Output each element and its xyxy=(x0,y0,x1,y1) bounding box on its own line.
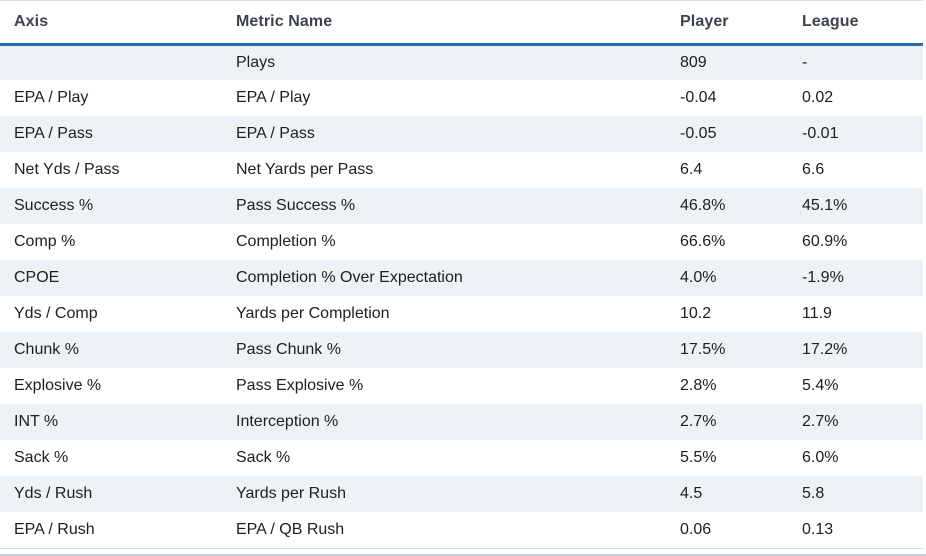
column-header-metric: Metric Name xyxy=(222,1,666,46)
cell-player: 809 xyxy=(666,44,788,80)
table-row: Chunk % Pass Chunk % 17.5% 17.2% xyxy=(0,332,923,368)
table-row: Yds / Comp Yards per Completion 10.2 11.… xyxy=(0,296,923,332)
cell-player: 46.8% xyxy=(666,188,788,224)
cell-axis: INT % xyxy=(0,404,222,440)
cell-league: 2.7% xyxy=(788,404,923,440)
cell-league: 11.9 xyxy=(788,296,923,332)
cell-axis: Chunk % xyxy=(0,332,222,368)
cell-league: - xyxy=(788,44,923,80)
cell-metric: EPA / QB Rush xyxy=(222,512,666,548)
page-bottom-edge-divider xyxy=(0,554,926,556)
cell-metric: Yards per Rush xyxy=(222,476,666,512)
cell-axis: Explosive % xyxy=(0,368,222,404)
table-header: Axis Metric Name Player League xyxy=(0,1,923,46)
cell-league: 45.1% xyxy=(788,188,923,224)
table-row: EPA / Play EPA / Play -0.04 0.02 xyxy=(0,80,923,116)
cell-player: 17.5% xyxy=(666,332,788,368)
cell-axis: Success % xyxy=(0,188,222,224)
cell-axis: EPA / Play xyxy=(0,80,222,116)
cell-player: -0.05 xyxy=(666,116,788,152)
cell-league: 6.0% xyxy=(788,440,923,476)
column-header-player: Player xyxy=(666,1,788,46)
cell-league: 0.13 xyxy=(788,512,923,548)
table-row: Sack % Sack % 5.5% 6.0% xyxy=(0,440,923,476)
cell-axis: CPOE xyxy=(0,260,222,296)
table-row: INT % Interception % 2.7% 2.7% xyxy=(0,404,923,440)
cell-player: 0.06 xyxy=(666,512,788,548)
cell-league: 6.6 xyxy=(788,152,923,188)
cell-player: 4.5 xyxy=(666,476,788,512)
cell-player: 4.0% xyxy=(666,260,788,296)
cell-metric: Completion % Over Expectation xyxy=(222,260,666,296)
cell-player: 66.6% xyxy=(666,224,788,260)
header-row: Axis Metric Name Player League xyxy=(0,1,923,46)
cell-league: 17.2% xyxy=(788,332,923,368)
table-row: Net Yds / Pass Net Yards per Pass 6.4 6.… xyxy=(0,152,923,188)
cell-metric: Completion % xyxy=(222,224,666,260)
table-row: CPOE Completion % Over Expectation 4.0% … xyxy=(0,260,923,296)
cell-league: 60.9% xyxy=(788,224,923,260)
cell-axis: EPA / Pass xyxy=(0,116,222,152)
cell-metric: Interception % xyxy=(222,404,666,440)
cell-player: 6.4 xyxy=(666,152,788,188)
cell-metric: EPA / Play xyxy=(222,80,666,116)
cell-player: -0.04 xyxy=(666,80,788,116)
cell-axis: Sack % xyxy=(0,440,222,476)
cell-axis: Comp % xyxy=(0,224,222,260)
cell-metric: Plays xyxy=(222,44,666,80)
cell-metric: Pass Explosive % xyxy=(222,368,666,404)
table-row: Yds / Rush Yards per Rush 4.5 5.8 xyxy=(0,476,923,512)
table-row: Success % Pass Success % 46.8% 45.1% xyxy=(0,188,923,224)
cell-league: -0.01 xyxy=(788,116,923,152)
cell-axis: EPA / Rush xyxy=(0,512,222,548)
cell-metric: Pass Chunk % xyxy=(222,332,666,368)
cell-axis: Net Yds / Pass xyxy=(0,152,222,188)
cell-player: 5.5% xyxy=(666,440,788,476)
cell-player: 10.2 xyxy=(666,296,788,332)
table-row: Plays 809 - xyxy=(0,44,923,80)
cell-player: 2.8% xyxy=(666,368,788,404)
cell-metric: Yards per Completion xyxy=(222,296,666,332)
cell-axis: Yds / Comp xyxy=(0,296,222,332)
cell-league: 0.02 xyxy=(788,80,923,116)
cell-axis: Yds / Rush xyxy=(0,476,222,512)
table-body: Plays 809 - EPA / Play EPA / Play -0.04 … xyxy=(0,44,923,548)
cell-league: 5.8 xyxy=(788,476,923,512)
cell-league: 5.4% xyxy=(788,368,923,404)
cell-league: -1.9% xyxy=(788,260,923,296)
table-row: EPA / Rush EPA / QB Rush 0.06 0.13 xyxy=(0,512,923,548)
cell-metric: Net Yards per Pass xyxy=(222,152,666,188)
cell-metric: Pass Success % xyxy=(222,188,666,224)
table-row: Comp % Completion % 66.6% 60.9% xyxy=(0,224,923,260)
column-header-league: League xyxy=(788,1,923,46)
cell-metric: EPA / Pass xyxy=(222,116,666,152)
cell-player: 2.7% xyxy=(666,404,788,440)
cell-metric: Sack % xyxy=(222,440,666,476)
table-row: EPA / Pass EPA / Pass -0.05 -0.01 xyxy=(0,116,923,152)
table-row: Explosive % Pass Explosive % 2.8% 5.4% xyxy=(0,368,923,404)
cell-axis xyxy=(0,44,222,80)
column-header-axis: Axis xyxy=(0,1,222,46)
